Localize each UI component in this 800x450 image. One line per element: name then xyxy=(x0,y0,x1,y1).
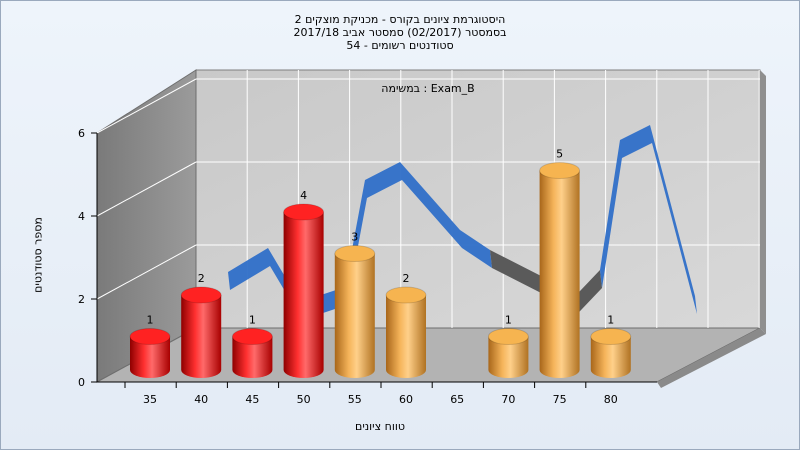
gridline-side xyxy=(96,244,197,300)
bar-top-60 xyxy=(385,286,427,304)
chart-subtitle: Exam_B : במשימה xyxy=(381,82,474,95)
y-tick-label: 4 xyxy=(78,210,85,223)
x-tick-label: 45 xyxy=(245,393,259,406)
floor-edge xyxy=(657,328,766,388)
bar-value-label: 4 xyxy=(300,189,307,202)
bar-top-40 xyxy=(180,286,222,304)
bar-80 xyxy=(590,336,631,378)
bar-value-label: 1 xyxy=(249,314,256,327)
gridline-side xyxy=(96,161,197,217)
x-tick-label: 60 xyxy=(399,393,413,406)
x-tick-label: 75 xyxy=(553,393,567,406)
x-axis-label: טווח ציונים xyxy=(355,420,405,433)
chart-title-line-3: סטודנטים רשומים - 54 xyxy=(346,39,454,52)
bar-60 xyxy=(386,295,426,378)
bar-45 xyxy=(232,336,273,378)
bar-top-80 xyxy=(590,328,632,345)
x-tick-label: 50 xyxy=(297,393,311,406)
x-tick-label: 65 xyxy=(450,393,464,406)
bar-top-45 xyxy=(231,328,273,345)
bar-top-70 xyxy=(487,328,529,345)
bar-top-35 xyxy=(129,328,171,345)
bar-35 xyxy=(130,336,170,378)
gridline-side xyxy=(96,78,197,134)
y-tick-label: 2 xyxy=(78,293,85,306)
chart-back-wall xyxy=(195,69,761,329)
bar-top-75 xyxy=(539,162,581,179)
y-tick-label: 6 xyxy=(78,127,85,140)
x-tick-label: 70 xyxy=(501,393,515,406)
bar-top-50 xyxy=(283,203,325,221)
x-tick-label: 40 xyxy=(194,393,208,406)
distribution-curve xyxy=(228,162,492,320)
bar-55 xyxy=(334,253,375,378)
bar-value-label: 2 xyxy=(198,272,205,285)
y-tick-label: 0 xyxy=(78,376,85,389)
x-tick-label: 35 xyxy=(143,393,157,406)
bar-value-label: 3 xyxy=(351,231,358,244)
bar-40 xyxy=(181,295,222,378)
y-axis-label: מספר סטודנטים xyxy=(31,217,45,293)
bar-value-label: 1 xyxy=(505,314,512,327)
bar-75 xyxy=(539,170,580,378)
bar-50 xyxy=(283,212,324,378)
bar-value-label: 1 xyxy=(607,314,614,327)
chart-title-line-1: היסטוגרמת ציונים בקורס - מכניקת מוצקים 2 xyxy=(294,13,506,26)
bar-value-label: 2 xyxy=(403,272,410,285)
bar-70 xyxy=(488,336,529,378)
chart-title-line-2: בסמסטר (02/2017) סמסטר אביב 2017/18 xyxy=(293,26,507,39)
bar-top-55 xyxy=(334,245,376,262)
back-wall-edge xyxy=(760,70,766,334)
bar-value-label: 5 xyxy=(556,148,563,161)
x-tick-label: 80 xyxy=(604,393,618,406)
x-tick-label: 55 xyxy=(348,393,362,406)
bar-value-label: 1 xyxy=(147,314,154,327)
